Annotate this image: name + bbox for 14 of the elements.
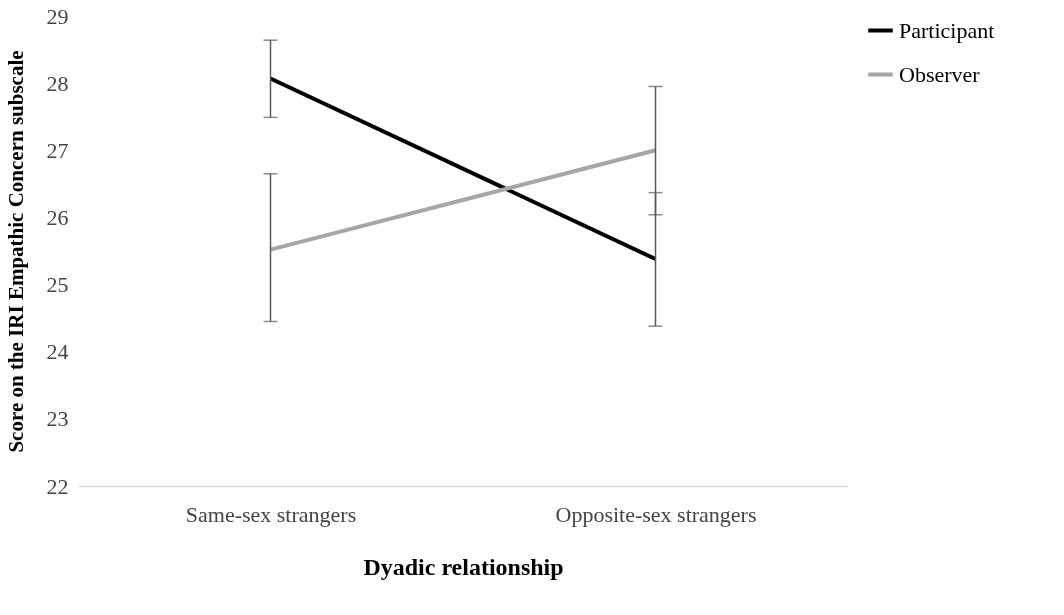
- y-tick-label: 28: [46, 70, 69, 96]
- y-tick-label: 22: [46, 473, 69, 499]
- x-axis-title: Dyadic relationship: [363, 553, 564, 580]
- legend-label: Observer: [899, 61, 981, 87]
- x-tick-label: Opposite-sex strangers: [555, 501, 757, 527]
- y-tick-label: 27: [46, 137, 69, 163]
- y-tick-label: 29: [46, 3, 69, 29]
- y-tick-label: 25: [46, 272, 69, 298]
- y-axis-title: Score on the IRI Empathic Concern subscale: [3, 50, 28, 453]
- legend-label: Participant: [899, 17, 995, 43]
- x-tick-label: Same-sex strangers: [185, 501, 357, 527]
- y-tick-label: 24: [46, 339, 69, 365]
- y-tick-label: 23: [46, 406, 69, 432]
- y-tick-label: 26: [46, 204, 69, 230]
